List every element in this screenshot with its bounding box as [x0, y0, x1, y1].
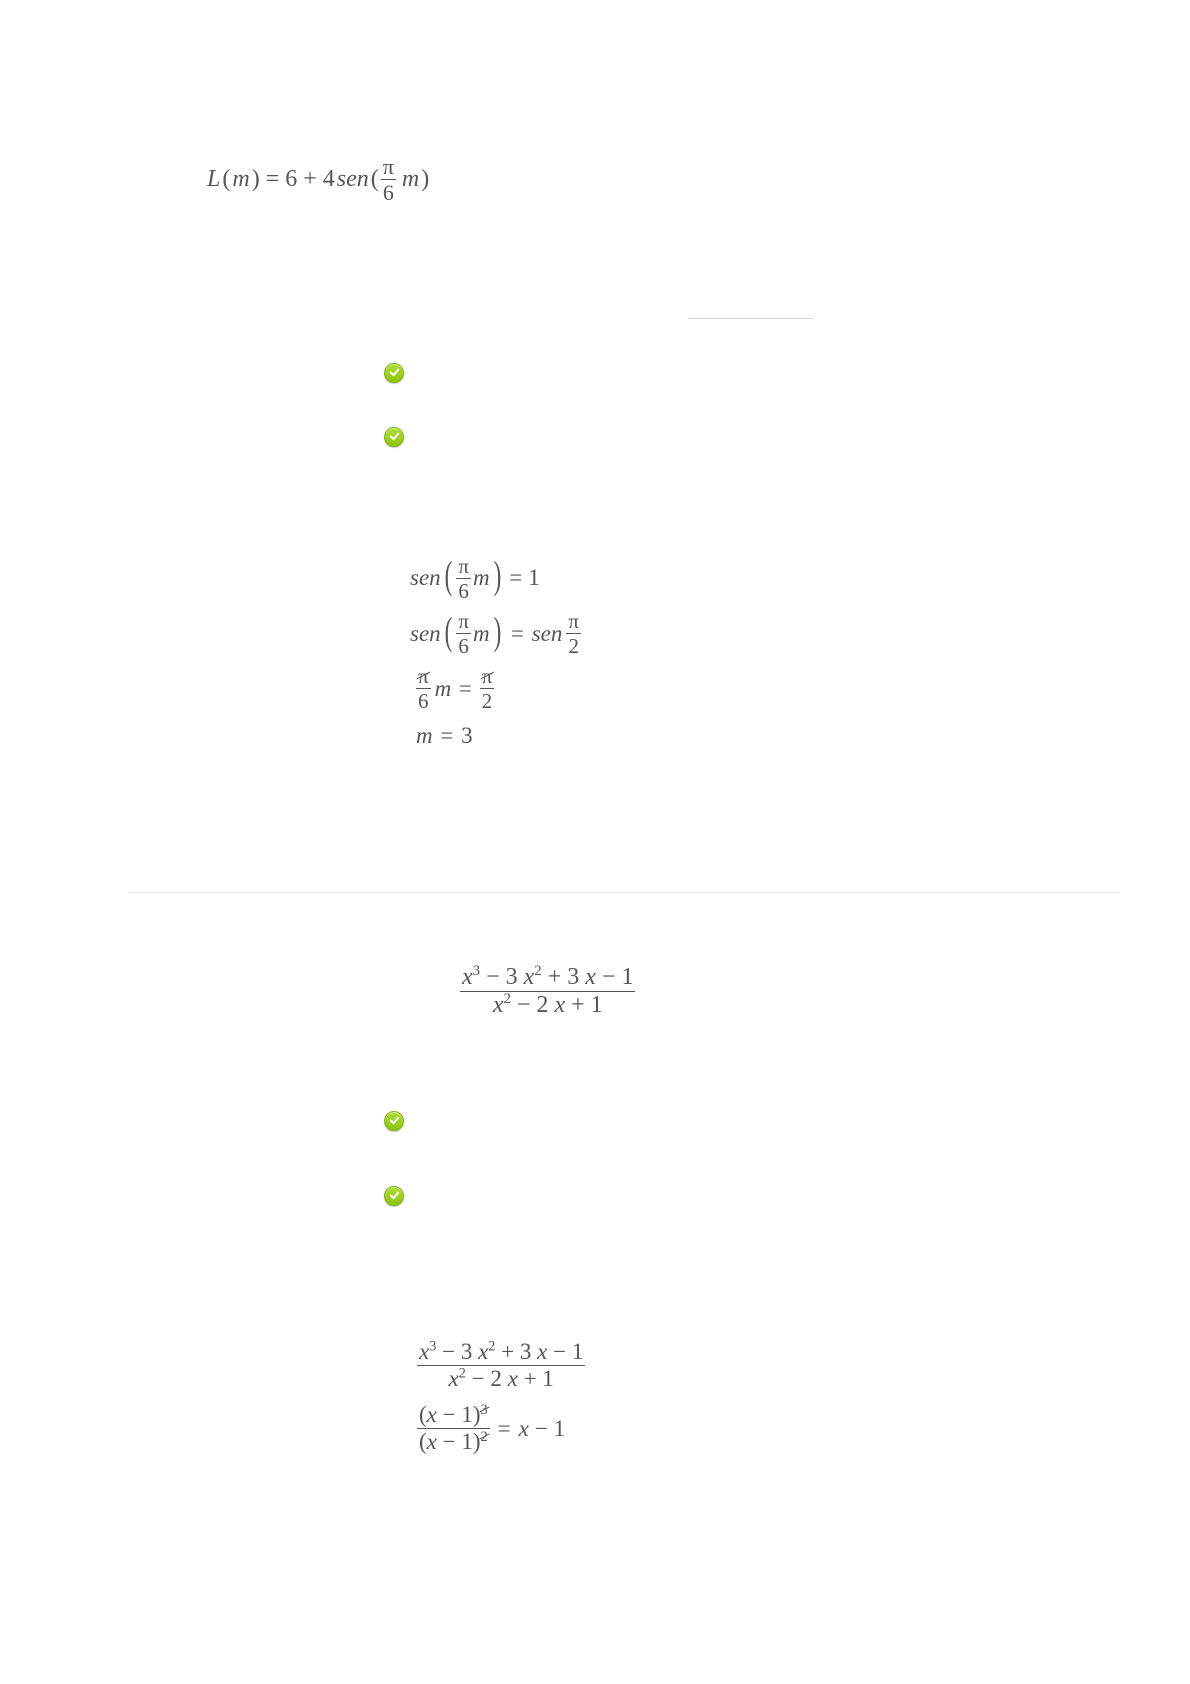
lparen: (: [222, 163, 230, 197]
two: 2: [566, 633, 581, 657]
m: m: [402, 163, 419, 197]
six: 6: [416, 688, 431, 712]
pi-over-6: π 6: [381, 155, 396, 204]
sen: sen: [410, 618, 441, 650]
check-icon: [384, 360, 404, 385]
eq-sp: =: [453, 673, 477, 705]
check-icon: [384, 1183, 404, 1208]
pi: π: [381, 155, 396, 179]
minus-1: − 1: [535, 1413, 565, 1445]
m: m: [473, 618, 490, 650]
m: m: [416, 720, 433, 752]
page: L ( m ) = 6 + 4 sen ( π 6 m ) sen (: [0, 0, 1190, 1684]
eq-sp: =: [435, 720, 459, 752]
fn-L: L: [207, 163, 220, 197]
thin-rule-1: [688, 318, 813, 319]
six: 6: [456, 633, 471, 657]
section-divider: [130, 892, 1120, 893]
pi-strike2: π: [482, 664, 493, 688]
line-3: π 6 m = π 2: [416, 665, 581, 712]
rparen2: ): [421, 163, 429, 197]
sen: sen: [410, 562, 441, 594]
m: m: [435, 673, 452, 705]
check-icon: [384, 1108, 404, 1133]
line-1: sen ( π 6 m ) = 1: [410, 555, 581, 602]
pi: π: [456, 610, 471, 633]
exp-strike-3: 3: [481, 1402, 488, 1418]
plus: +: [303, 163, 317, 197]
sen2: sen: [532, 618, 563, 650]
sen: sen: [337, 163, 369, 197]
equals: =: [266, 163, 280, 197]
eq: =: [498, 1413, 511, 1445]
exp-strike-2: 2: [481, 1429, 488, 1445]
pi: π: [456, 555, 471, 578]
x: x: [519, 1413, 529, 1445]
coef-4: 4: [323, 163, 335, 197]
six: 6: [456, 578, 471, 602]
arg-m: m: [232, 163, 249, 197]
check-icon: [384, 424, 404, 449]
two: 2: [480, 688, 495, 712]
equation-l-of-m: L ( m ) = 6 + 4 sen ( π 6 m ): [207, 155, 429, 204]
polynomial-fraction: x3 − 3 x2 + 3 x − 1 x2 − 2 x + 1: [460, 965, 635, 1018]
pi2: π: [566, 610, 581, 633]
derivation-block-2: x3 − 3 x2 + 3 x − 1 x2 − 2 x + 1 (x: [417, 1340, 585, 1455]
eq-sp: =: [505, 618, 529, 650]
line-4: m = 3: [416, 720, 581, 752]
lparen2: (: [371, 163, 379, 197]
one: 1: [528, 562, 540, 594]
six: 6: [381, 179, 396, 204]
const-6: 6: [285, 163, 297, 197]
m: m: [473, 562, 490, 594]
denominator: x2 − 2 x + 1: [460, 991, 635, 1018]
three: 3: [461, 720, 473, 752]
derivation-block-1: sen ( π 6 m ) = 1 sen ( π 6 m ) = sen π: [410, 555, 581, 752]
line-2: sen ( π 6 m ) = sen π 2: [410, 610, 581, 657]
rparen: ): [252, 163, 260, 197]
eq: =: [509, 562, 522, 594]
fraction-repeat: x3 − 3 x2 + 3 x − 1 x2 − 2 x + 1: [417, 1340, 585, 1391]
factored-line: (x − 1)3 (x − 1)2 = x − 1: [417, 1403, 585, 1454]
pi-strike: π: [418, 664, 429, 688]
numerator: x3 − 3 x2 + 3 x − 1: [460, 965, 635, 991]
